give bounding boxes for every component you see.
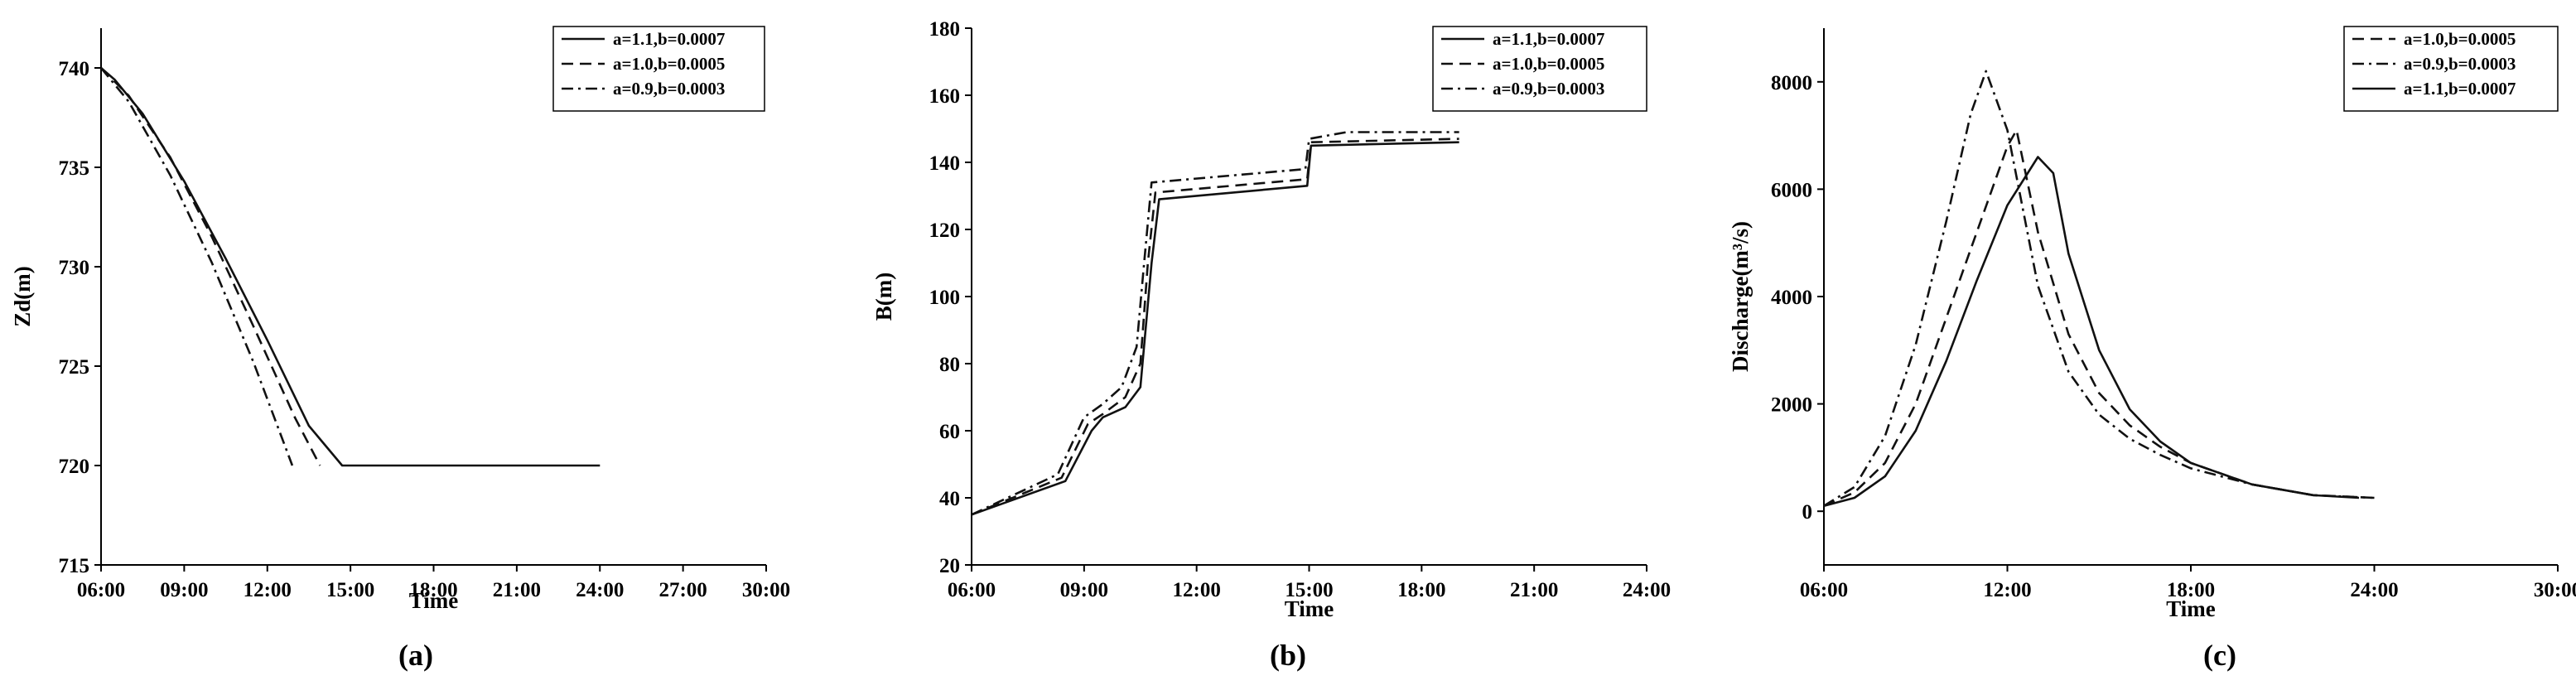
x-tick-label: 09:00 bbox=[1060, 579, 1108, 601]
y-axis-title: Discharge(m³/s) bbox=[1728, 221, 1753, 372]
legend-box bbox=[2343, 26, 2559, 112]
x-tick-label: 21:00 bbox=[493, 579, 541, 601]
x-axis-title: Time bbox=[2166, 596, 2216, 621]
y-tick-label: 40 bbox=[939, 488, 960, 510]
y-tick-label: 735 bbox=[59, 157, 90, 180]
y-tick-label: 140 bbox=[929, 152, 961, 175]
series-line-2 bbox=[1823, 70, 2375, 507]
y-tick-label: 740 bbox=[59, 58, 90, 80]
y-tick-label: 720 bbox=[59, 456, 90, 478]
y-tick-label: 20 bbox=[939, 555, 960, 577]
y-axis-title: B(m) bbox=[871, 273, 896, 321]
series-line-1 bbox=[971, 141, 1459, 516]
x-tick-label: 18:00 bbox=[1397, 579, 1445, 601]
x-tick-label: 24:00 bbox=[1623, 579, 1671, 601]
x-tick-label: 12:00 bbox=[1983, 579, 2031, 601]
x-tick-label: 15:00 bbox=[326, 579, 374, 601]
y-tick-label: 715 bbox=[59, 555, 90, 577]
x-tick-label: 24:00 bbox=[2350, 579, 2398, 601]
series-line-1 bbox=[1823, 128, 2375, 507]
y-tick-label: 100 bbox=[929, 287, 961, 309]
y-tick-label: 60 bbox=[939, 421, 960, 443]
x-axis-title: Time bbox=[1285, 596, 1334, 621]
legend: a=1.1,b=0.0007 a=1.0,b=0.0005 a=0.9,b=0.00… bbox=[552, 26, 765, 112]
y-tick-label: 180 bbox=[929, 18, 961, 41]
legend-label-2: a=0.9,b=0.0003 bbox=[2404, 54, 2516, 74]
x-tick-label: 06:00 bbox=[1800, 579, 1848, 601]
x-tick-label: 06:00 bbox=[948, 579, 996, 601]
x-tick-label: 24:00 bbox=[576, 579, 624, 601]
legend-label-3: a=1.1,b=0.0007 bbox=[2404, 79, 2516, 99]
series-line-2 bbox=[971, 138, 1459, 516]
legend: a=1.1,b=0.0007 a=1.0,b=0.0005 a=0.9,b=0.00… bbox=[1432, 26, 1647, 112]
chart-a: 06:00 09:00 12:00 15:00 18:00 21:00 24:00 27:00… bbox=[10, 26, 790, 613]
legend-label-1: a=1.1,b=0.0007 bbox=[1493, 29, 1604, 49]
legend-label-2: a=1.0,b=0.0005 bbox=[613, 54, 725, 74]
x-tick-label: 12:00 bbox=[244, 579, 292, 601]
x-tick-label: 06:00 bbox=[77, 579, 125, 601]
x-tick-label: 09:00 bbox=[160, 579, 208, 601]
legend: a=1.0,b=0.0005 a=0.9,b=0.0003 a=1.1,b=0.00… bbox=[2343, 26, 2559, 112]
panel-label-c: (c) bbox=[2203, 639, 2236, 672]
y-tick-label: 80 bbox=[939, 354, 960, 376]
x-tick-label: 21:00 bbox=[1510, 579, 1558, 601]
legend-box bbox=[552, 26, 765, 112]
x-tick-label: 27:00 bbox=[658, 579, 707, 601]
x-tick-label: 30:00 bbox=[742, 579, 790, 601]
panel-label-b: (b) bbox=[1270, 639, 1306, 672]
series-line-2 bbox=[100, 67, 321, 466]
chart-b: 06:00 09:00 12:00 15:00 18:00 21:00 24:00 20 40 6… bbox=[871, 18, 1671, 621]
x-axis-title: Time bbox=[409, 588, 459, 613]
x-tick-label: 12:00 bbox=[1173, 579, 1221, 601]
legend-label-3: a=0.9,b=0.0003 bbox=[1493, 79, 1604, 99]
legend-label-1: a=1.1,b=0.0007 bbox=[613, 29, 725, 49]
legend-label-2: a=1.0,b=0.0005 bbox=[1493, 54, 1604, 74]
y-tick-label: 4000 bbox=[1771, 287, 1812, 309]
y-tick-label: 120 bbox=[929, 220, 961, 242]
panel-label-a: (a) bbox=[398, 639, 433, 672]
series-line-3 bbox=[99, 67, 294, 466]
x-tick-label: 15:00 bbox=[1285, 579, 1333, 601]
chart-c: 06:00 12:00 18:00 24:00 30:00 0 2000 4000 6000 80… bbox=[1728, 26, 2576, 621]
y-tick-label: 8000 bbox=[1771, 72, 1812, 94]
y-tick-label: 160 bbox=[929, 85, 961, 108]
x-tick-label: 18:00 bbox=[409, 579, 457, 601]
y-tick-label: 730 bbox=[59, 257, 90, 279]
series-line-3 bbox=[971, 131, 1459, 516]
series-line-1 bbox=[100, 67, 601, 467]
x-tick-label: 18:00 bbox=[2167, 579, 2215, 601]
y-tick-label: 6000 bbox=[1771, 179, 1812, 201]
series-line-3 bbox=[1823, 156, 2360, 507]
y-tick-label: 2000 bbox=[1771, 394, 1812, 417]
legend-label-1: a=1.0,b=0.0005 bbox=[2404, 29, 2516, 49]
y-axis-title: Zd(m) bbox=[10, 266, 35, 327]
legend-box bbox=[1432, 26, 1647, 112]
x-tick-label: 30:00 bbox=[2534, 579, 2576, 601]
legend-label-3: a=0.9,b=0.0003 bbox=[613, 79, 725, 99]
y-tick-label: 0 bbox=[1802, 501, 1813, 524]
y-tick-label: 725 bbox=[59, 356, 90, 379]
